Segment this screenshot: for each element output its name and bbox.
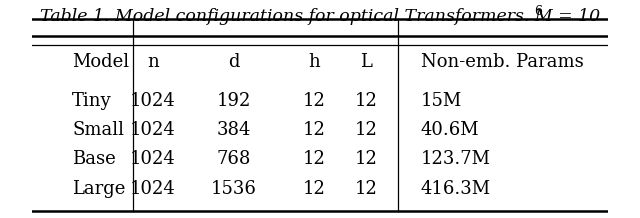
Text: n: n	[147, 53, 159, 71]
Text: Model: Model	[72, 53, 129, 71]
Text: 6: 6	[534, 5, 542, 19]
Text: 12: 12	[355, 121, 378, 139]
Text: 1024: 1024	[130, 92, 176, 110]
Text: Small: Small	[72, 121, 124, 139]
Text: Large: Large	[72, 180, 125, 198]
Text: 1024: 1024	[130, 121, 176, 139]
Text: 416.3M: 416.3M	[420, 180, 491, 198]
Text: 1024: 1024	[130, 180, 176, 198]
Text: Table 1. Model configurations for optical Transformers. M = 10: Table 1. Model configurations for optica…	[40, 8, 600, 25]
Text: 12: 12	[303, 180, 326, 198]
Text: 123.7M: 123.7M	[420, 150, 491, 168]
Text: 384: 384	[216, 121, 251, 139]
Text: 15M: 15M	[420, 92, 462, 110]
Text: 12: 12	[303, 121, 326, 139]
Text: 768: 768	[216, 150, 251, 168]
Text: 12: 12	[355, 92, 378, 110]
Text: h: h	[308, 53, 320, 71]
Text: Base: Base	[72, 150, 116, 168]
Text: 12: 12	[355, 180, 378, 198]
Text: Non-emb. Params: Non-emb. Params	[420, 53, 584, 71]
Text: 1024: 1024	[130, 150, 176, 168]
Text: 12: 12	[355, 150, 378, 168]
Text: 40.6M: 40.6M	[420, 121, 479, 139]
Text: 1536: 1536	[211, 180, 257, 198]
Text: L: L	[360, 53, 372, 71]
Text: d: d	[228, 53, 239, 71]
Text: 12: 12	[303, 150, 326, 168]
Text: 192: 192	[216, 92, 251, 110]
Text: 12: 12	[303, 92, 326, 110]
Text: Tiny: Tiny	[72, 92, 112, 110]
